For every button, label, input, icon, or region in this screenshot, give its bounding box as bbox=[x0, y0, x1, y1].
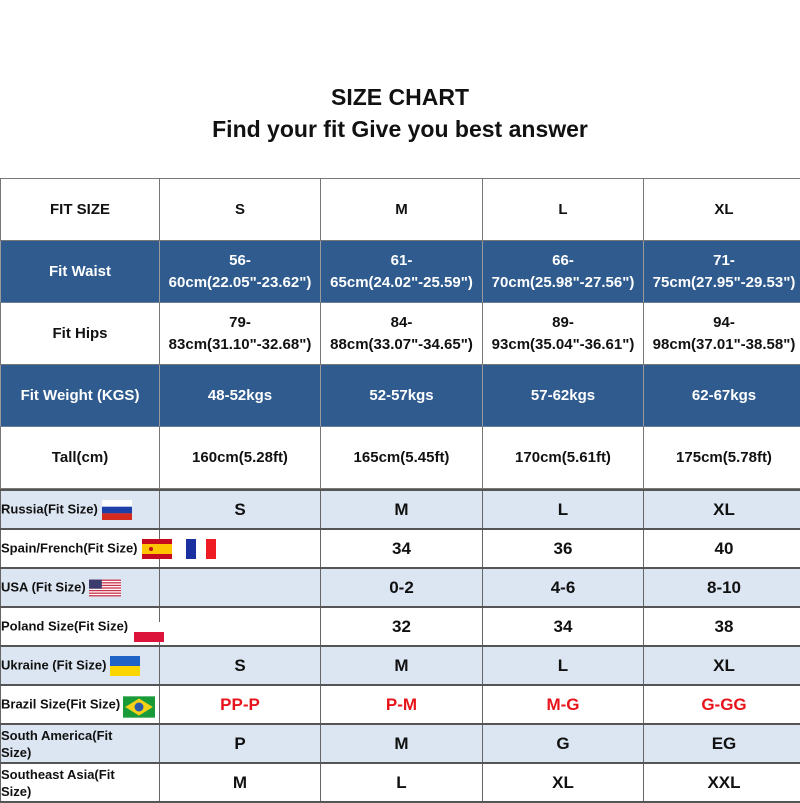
size-cell: 8-10 bbox=[644, 568, 800, 607]
size-cell: M bbox=[321, 490, 483, 529]
country-label-cell: USA (Fit Size) bbox=[1, 568, 160, 607]
size-cell: 34 bbox=[483, 607, 644, 646]
measurement-cell: 89-93cm(35.04"-36.61") bbox=[483, 303, 644, 365]
country-label-cell: Ukraine (Fit Size) bbox=[1, 646, 160, 685]
size-header-xl: XL bbox=[644, 179, 800, 241]
measurement-cell: 165cm(5.45ft) bbox=[321, 427, 483, 489]
measurement-cell: 71-75cm(27.95"-29.53") bbox=[644, 241, 800, 303]
poland-flag-icon bbox=[131, 622, 163, 642]
measurement-cell: 62-67kgs bbox=[644, 365, 800, 427]
country-label-cell: Russia(Fit Size) bbox=[1, 490, 160, 529]
size-cell: XL bbox=[644, 646, 800, 685]
country-label: Ukraine (Fit Size) bbox=[1, 657, 106, 672]
usa-flag-icon bbox=[89, 578, 121, 598]
country-label-cell: Spain/French(Fit Size) bbox=[1, 529, 160, 568]
size-header-s: S bbox=[160, 179, 321, 241]
row-label: Tall(cm) bbox=[1, 427, 160, 489]
country-label: USA (Fit Size) bbox=[1, 579, 86, 594]
country-label: Russia(Fit Size) bbox=[1, 501, 98, 516]
measurement-cell: 160cm(5.28ft) bbox=[160, 427, 321, 489]
size-header-m: M bbox=[321, 179, 483, 241]
size-cell: P-M bbox=[321, 685, 483, 724]
country-label: Spain/French(Fit Size) bbox=[1, 540, 138, 555]
measurement-cell: 170cm(5.61ft) bbox=[483, 427, 644, 489]
size-cell: S bbox=[160, 490, 321, 529]
size-cell: EG bbox=[644, 724, 800, 763]
measurement-cell: 56-60cm(22.05"-23.62") bbox=[160, 241, 321, 303]
country-label-cell: Poland Size(Fit Size) bbox=[1, 607, 160, 646]
size-cell: 32 bbox=[321, 607, 483, 646]
page-title: SIZE CHART bbox=[0, 84, 800, 111]
size-cell: M-G bbox=[483, 685, 644, 724]
size-cell: L bbox=[483, 490, 644, 529]
row-label: Fit Weight (KGS) bbox=[1, 365, 160, 427]
row-label: Fit Hips bbox=[1, 303, 160, 365]
fit-size-header: FIT SIZE bbox=[1, 179, 160, 241]
country-label-cell: Southeast Asia(Fit Size) bbox=[1, 763, 160, 802]
country-label: Southeast Asia(Fit Size) bbox=[1, 766, 131, 800]
size-cell: 38 bbox=[644, 607, 800, 646]
measurement-cell: 84-88cm(33.07"-34.65") bbox=[321, 303, 483, 365]
size-cell: G-GG bbox=[644, 685, 800, 724]
size-cell: M bbox=[321, 646, 483, 685]
russia-flag-icon bbox=[101, 500, 133, 520]
measurement-cell: 175cm(5.78ft) bbox=[644, 427, 800, 489]
size-cell: XL bbox=[483, 763, 644, 802]
measurement-cell: 66-70cm(25.98"-27.56") bbox=[483, 241, 644, 303]
size-header-l: L bbox=[483, 179, 644, 241]
size-cell: L bbox=[321, 763, 483, 802]
size-cell: G bbox=[483, 724, 644, 763]
size-cell: 34 bbox=[321, 529, 483, 568]
size-cell: L bbox=[483, 646, 644, 685]
size-cell: M bbox=[160, 763, 321, 802]
size-cell: 40 bbox=[644, 529, 800, 568]
ukraine-flag-icon bbox=[109, 656, 141, 676]
measurement-cell: 61-65cm(24.02"-25.59") bbox=[321, 241, 483, 303]
size-cell: XXL bbox=[644, 763, 800, 802]
size-cell: M bbox=[321, 724, 483, 763]
measurement-cell: 79-83cm(31.10"-32.68") bbox=[160, 303, 321, 365]
country-label: South America(Fit Size) bbox=[1, 727, 131, 761]
size-cell: P bbox=[160, 724, 321, 763]
spain-flag-icon bbox=[141, 539, 173, 559]
size-cell bbox=[160, 568, 321, 607]
size-cell: 4-6 bbox=[483, 568, 644, 607]
france-flag-icon bbox=[185, 539, 217, 559]
country-label: Poland Size(Fit Size) bbox=[1, 618, 128, 633]
measurement-cell: 52-57kgs bbox=[321, 365, 483, 427]
page-subtitle: Find your fit Give you best answer bbox=[0, 116, 800, 143]
table-row: Tall(cm)160cm(5.28ft)165cm(5.45ft)170cm(… bbox=[1, 427, 800, 489]
row-label: Fit Waist bbox=[1, 241, 160, 303]
brazil-flag-icon bbox=[123, 695, 155, 715]
size-cell: 36 bbox=[483, 529, 644, 568]
measurement-cell: 57-62kgs bbox=[483, 365, 644, 427]
size-cell: XL bbox=[644, 490, 800, 529]
size-cell: 0-2 bbox=[321, 568, 483, 607]
measurement-cell: 94-98cm(37.01"-38.58") bbox=[644, 303, 800, 365]
size-cell: S bbox=[160, 646, 321, 685]
country-label-cell: Brazil Size(Fit Size) bbox=[1, 685, 160, 724]
size-cell bbox=[160, 607, 321, 646]
country-label-cell: South America(Fit Size) bbox=[1, 724, 160, 763]
country-label: Brazil Size(Fit Size) bbox=[1, 696, 120, 711]
measurement-cell: 48-52kgs bbox=[160, 365, 321, 427]
size-cell: PP-P bbox=[160, 685, 321, 724]
